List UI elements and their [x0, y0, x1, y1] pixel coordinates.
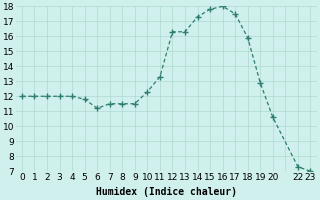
X-axis label: Humidex (Indice chaleur): Humidex (Indice chaleur) — [96, 187, 237, 197]
